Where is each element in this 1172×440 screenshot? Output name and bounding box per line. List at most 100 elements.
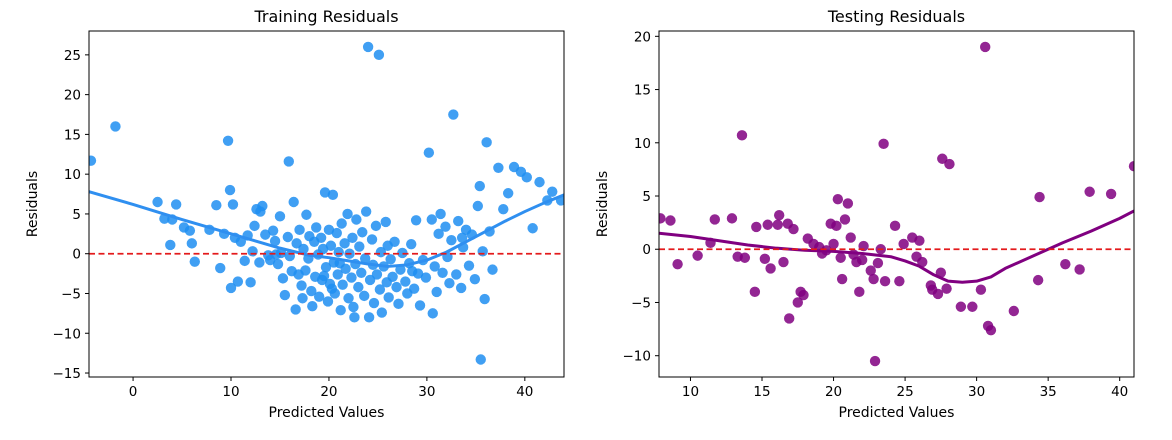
testing-residual-point [839, 214, 851, 225]
training-y-tick-label: −15 [53, 366, 82, 382]
testing-residual-point [917, 256, 928, 268]
training-residual-point [375, 246, 387, 258]
testing-residual-point [868, 273, 879, 285]
training-residual-point [89, 155, 97, 166]
training-plot-area [89, 41, 564, 365]
training-x-axis-label: Predicted Values [269, 405, 385, 421]
training-residual-point [400, 276, 411, 287]
testing-residual-point [856, 254, 868, 266]
testing-x-tick-label: 20 [825, 384, 842, 400]
training-y-tick-label: −10 [53, 326, 82, 342]
training-residual-point [371, 269, 383, 280]
training-residual-point [301, 209, 312, 220]
testing-residual-point [1074, 264, 1085, 275]
training-residual-point [260, 229, 271, 240]
testing-residual-point [865, 265, 876, 276]
training-residual-point [469, 273, 481, 285]
training-axes-frame [88, 30, 565, 378]
testing-residual-point [751, 221, 762, 233]
testing-residual-point [772, 219, 783, 230]
testing-residual-point [869, 355, 881, 367]
training-residual-point [423, 147, 435, 158]
training-residual-point [225, 282, 237, 294]
testing-residual-point [759, 253, 771, 265]
training-residual-point [406, 238, 417, 250]
training-residual-point [362, 41, 374, 53]
testing-residual-point [739, 252, 751, 263]
training-residual-point [448, 109, 459, 120]
training-y-tick-label: −5 [61, 286, 81, 302]
testing-residual-point [672, 258, 683, 270]
testing-x-tick-label: 10 [682, 384, 699, 400]
training-x-tick-label: 40 [516, 384, 533, 400]
training-residual-point [475, 354, 486, 365]
training-residual-point [534, 176, 545, 188]
training-residual-point [254, 257, 265, 268]
training-residual-point [349, 312, 360, 323]
training-residual-point [297, 293, 308, 304]
testing-y-tick-label: 20 [634, 29, 651, 45]
training-x-tick-label: 10 [222, 384, 239, 400]
testing-x-tick-label: 25 [896, 384, 913, 400]
training-residual-point [391, 281, 402, 293]
training-residual-point [294, 224, 305, 236]
training-residual-point [342, 208, 353, 220]
training-residual-point [463, 260, 475, 271]
training-residual-point [385, 254, 396, 265]
training-residual-point [315, 232, 327, 243]
testing-residual-point [889, 220, 901, 232]
testing-residual-point [726, 213, 738, 224]
testing-y-tick-label: 10 [634, 136, 651, 152]
training-residual-point [152, 196, 163, 208]
training-residual-point [300, 265, 311, 276]
training-residual-point [359, 253, 371, 264]
training-residual-point [283, 156, 294, 167]
training-residual-point [277, 273, 289, 284]
testing-residual-point [798, 289, 809, 301]
training-residual-point [346, 272, 357, 283]
training-residual-point [325, 240, 337, 251]
testing-x-tick-label: 15 [753, 384, 770, 400]
training-y-axis-label: Residuals [25, 171, 41, 237]
testing-residual-point [659, 213, 666, 224]
training-residual-point [487, 264, 498, 275]
testing-x-axis-label: Predicted Values [839, 405, 955, 421]
training-residual-point [429, 261, 440, 272]
training-chart-title: Training Residuals [253, 7, 398, 26]
testing-residual-point [879, 275, 891, 287]
training-residual-point [247, 246, 258, 257]
training-residual-point [333, 246, 344, 258]
training-residual-point [382, 240, 393, 251]
training-residual-point [323, 224, 335, 236]
training-residual-point [337, 279, 348, 290]
testing-residual-point [762, 219, 773, 230]
training-residual-point [327, 189, 339, 201]
training-residual-point [446, 234, 457, 246]
training-residual-point [318, 270, 330, 282]
training-residual-point [521, 172, 532, 183]
training-residual-point [288, 196, 299, 208]
training-residual-point [269, 235, 281, 247]
training-residual-point [357, 227, 368, 238]
training-residual-point [319, 187, 331, 198]
training-residual-point [426, 214, 437, 225]
testing-residual-point [967, 301, 978, 312]
testing-residual-point [845, 232, 856, 243]
training-residual-point [235, 236, 246, 247]
testing-residual-point [832, 194, 844, 205]
training-residual-point [481, 137, 492, 148]
training-residual-point [211, 199, 222, 211]
training-residual-point [502, 188, 514, 199]
training-residual-point [451, 269, 462, 280]
training-residual-point [272, 258, 284, 270]
training-residual-point [317, 243, 329, 255]
training-residual-point [435, 208, 446, 220]
training-residual-point [311, 222, 322, 233]
training-residual-point [326, 283, 338, 294]
training-residual-point [383, 292, 394, 303]
testing-residual-point [773, 209, 785, 221]
training-residual-point [224, 184, 236, 196]
training-residual-point [387, 271, 398, 282]
training-residuals-plot: 0 10 20 30 40 −15 −10 −5 0 5 10 15 20 25 Training Resi… [25, 7, 565, 421]
